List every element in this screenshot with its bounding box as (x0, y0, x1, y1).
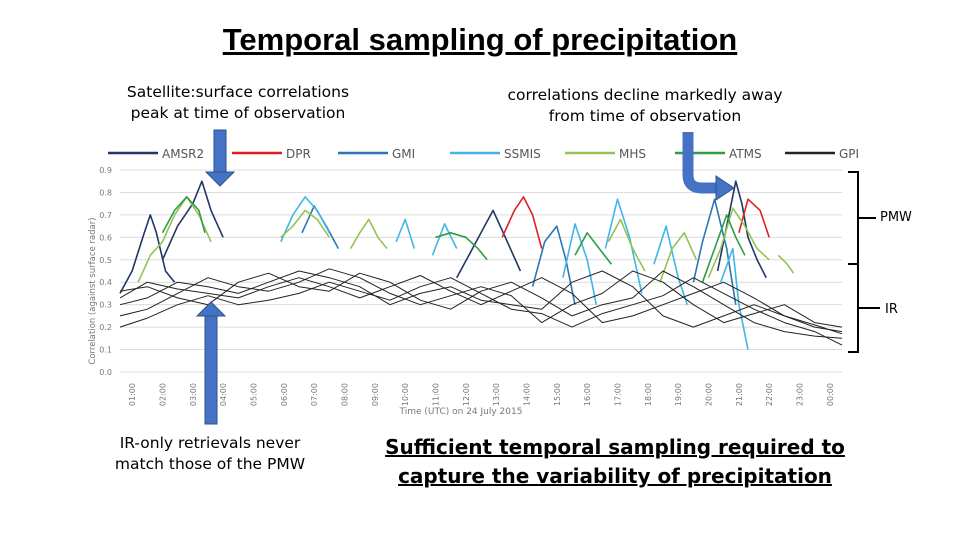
x-tick-label: 11:00 (431, 383, 440, 406)
arrow-ir-head (195, 301, 227, 317)
series-line-ssmis (395, 218, 416, 249)
series-line-dpr (501, 196, 543, 249)
x-tick-label: 01:00 (128, 383, 137, 406)
x-tick-label: 22:00 (765, 383, 774, 406)
x-tick-label: 04:00 (219, 383, 228, 406)
y-tick-label: 0.9 (99, 166, 112, 175)
series-line-atms (701, 214, 746, 283)
series-mhs (137, 196, 795, 283)
x-tick-label: 02:00 (158, 383, 167, 406)
y-tick-label: 0.2 (99, 323, 112, 332)
series-line-amsr2 (455, 209, 522, 279)
legend-label-gpi: GPI (839, 147, 859, 161)
y-tick-label: 0.6 (99, 233, 112, 242)
series-line-mhs (707, 207, 770, 279)
series-line-atms (435, 232, 488, 261)
series-line-atms (574, 232, 613, 265)
bracket-ir (848, 263, 859, 353)
x-tick-label: 14:00 (523, 383, 532, 406)
series-line-mhs (777, 254, 795, 274)
x-tick-label: 08:00 (340, 383, 349, 406)
y-tick-label: 0.0 (99, 368, 112, 377)
x-tick-label: 09:00 (371, 383, 380, 406)
series-line-mhs (280, 209, 330, 238)
bracket-pmw (848, 171, 859, 265)
callout-peak: Satellite:surface correlations peak at t… (126, 83, 350, 122)
x-tick-label: 17:00 (614, 383, 623, 406)
series-line-atms (161, 196, 206, 234)
series-line-ssmis (562, 223, 598, 305)
bracket-label-pmw: PMW (880, 210, 912, 225)
y-tick-label: 0.3 (99, 301, 112, 310)
x-tick-label: 10:00 (401, 383, 410, 406)
arrow-decline-shaft (682, 132, 718, 194)
x-tick-label: 12:00 (462, 383, 471, 406)
series-line-amsr2 (716, 180, 767, 279)
x-tick-label: 23:00 (796, 383, 805, 406)
x-tick-label: 16:00 (583, 383, 592, 406)
series-line-ssmis (280, 196, 331, 243)
arrow-decline-head (715, 175, 735, 201)
legend-label-dpr: DPR (286, 147, 311, 161)
series-line-mhs (349, 218, 388, 250)
x-tick-label: 15:00 (553, 383, 562, 406)
series-line-ssmis (653, 225, 689, 305)
x-tick-label: 19:00 (674, 383, 683, 406)
x-tick-label: 07:00 (310, 383, 319, 406)
x-tick-label: 06:00 (280, 383, 289, 406)
x-tick-label: 20:00 (705, 383, 714, 406)
bracket-label-ir: IR (885, 302, 898, 317)
legend-label-ssmis: SSMIS (504, 147, 541, 161)
callout-ir-only: IR-only retrievals never match those of … (114, 434, 306, 473)
series-line-mhs (137, 196, 212, 283)
series-line-ssmis (719, 247, 749, 350)
y-tick-label: 0.4 (99, 278, 112, 287)
arrow-peak-shaft (213, 129, 227, 173)
series-line-amsr2 (119, 214, 176, 294)
x-tick-label: 03:00 (189, 383, 198, 406)
x-axis-title: Time (UTC) on 24 July 2015 (399, 407, 523, 417)
series-ssmis (280, 196, 749, 350)
x-tick-label: 13:00 (492, 383, 501, 406)
series-line-ssmis (604, 198, 643, 294)
series-gpi (119, 268, 843, 346)
arrow-peak-head (204, 171, 236, 187)
x-tick-label: 05:00 (249, 383, 258, 406)
legend-label-atms: ATMS (729, 147, 762, 161)
series-line-gmi (692, 198, 737, 305)
x-tick-label: 21:00 (735, 383, 744, 406)
series-line-gmi (531, 225, 576, 305)
x-tick-label: 00:00 (826, 383, 835, 406)
series-line-ssmis (431, 223, 458, 256)
bottom-conclusion: Sufficient temporal sampling required to… (385, 435, 845, 488)
series-atms (161, 196, 746, 283)
series-line-amsr2 (161, 180, 224, 261)
y-tick-label: 0.7 (99, 211, 112, 220)
y-axis-title: Correlation (against surface radar) (88, 217, 98, 364)
callout-decline: correlations decline markedly away from … (507, 86, 783, 125)
page-title: Temporal sampling of precipitation (222, 22, 738, 57)
legend-label-mhs: MHS (619, 147, 646, 161)
arrow-ir-shaft (204, 315, 218, 425)
series-line-gpi (119, 277, 843, 346)
series-line-mhs (659, 232, 698, 283)
y-tick-label: 0.8 (99, 188, 112, 197)
legend-label-amsr2: AMSR2 (162, 147, 204, 161)
series-line-gpi (119, 270, 843, 333)
y-tick-label: 0.5 (99, 256, 112, 265)
series-line-mhs (607, 218, 646, 272)
x-tick-label: 18:00 (644, 383, 653, 406)
y-tick-label: 0.1 (99, 346, 112, 355)
series-line-gpi (119, 268, 843, 328)
series-dpr (501, 196, 770, 249)
series-line-dpr (738, 198, 770, 238)
series-line-gpi (119, 270, 843, 339)
series-line-gpi (119, 275, 843, 335)
legend-label-gmi: GMI (392, 147, 415, 161)
